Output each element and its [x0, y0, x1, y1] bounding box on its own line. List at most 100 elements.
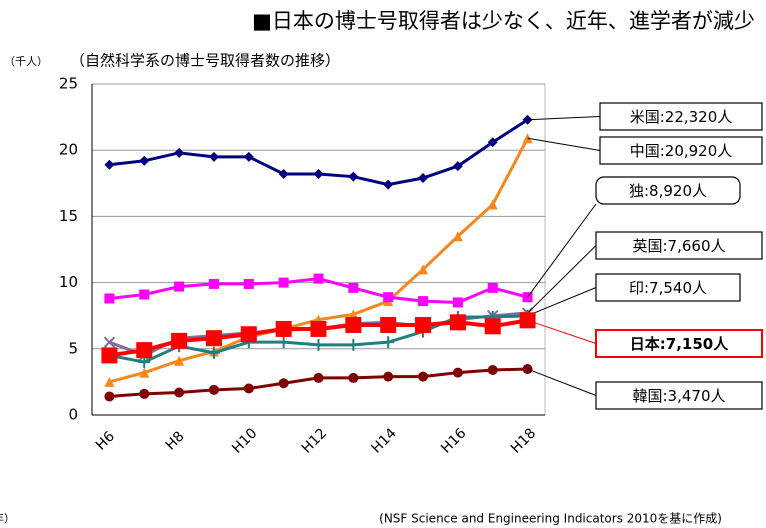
marker — [208, 151, 219, 162]
legend-label: 韓国:3,470人 — [633, 387, 726, 405]
callout-box — [595, 273, 741, 302]
marker — [449, 314, 466, 331]
x-tick-label: H16 — [438, 425, 469, 456]
callout-line — [527, 319, 597, 344]
marker — [418, 371, 429, 382]
marker — [243, 383, 254, 394]
marker — [208, 384, 219, 395]
marker — [277, 336, 290, 349]
marker — [103, 336, 116, 348]
marker — [104, 391, 115, 402]
marker — [275, 320, 292, 337]
legend-label: 中国:20,920人 — [630, 142, 733, 160]
x-tick-label: H8 — [163, 428, 188, 453]
callout-line — [527, 287, 597, 317]
marker — [278, 378, 289, 389]
x-tick-label: H6 — [93, 428, 118, 453]
callout-line — [527, 368, 597, 396]
x-tick-label: H10 — [229, 425, 260, 456]
legend-label: 独:8,920人 — [629, 182, 707, 200]
marker — [208, 278, 219, 289]
legend-label: 米国:22,320人 — [630, 108, 733, 126]
marker — [487, 137, 498, 148]
marker — [101, 347, 118, 364]
source: (NSF Science and Engineering Indicators … — [379, 512, 722, 526]
marker — [278, 169, 289, 180]
marker — [348, 171, 359, 182]
callout-line — [527, 203, 597, 298]
marker — [382, 336, 395, 349]
marker — [345, 316, 362, 333]
x-tick-label: H14 — [369, 425, 400, 456]
marker — [487, 199, 498, 210]
callout-box — [595, 329, 763, 358]
chart-title: ■日本の博士号取得者は少なく、近年、進学者が減少 — [252, 9, 755, 33]
marker — [452, 297, 463, 308]
marker — [139, 367, 150, 378]
marker — [136, 342, 153, 359]
marker — [174, 355, 185, 366]
marker — [348, 282, 359, 293]
marker — [418, 264, 429, 275]
marker — [418, 296, 429, 307]
marker — [205, 330, 222, 347]
y-axis-label: （千人） — [4, 55, 48, 68]
x-tick-label: H18 — [508, 425, 539, 456]
marker — [139, 155, 150, 166]
marker — [313, 372, 324, 383]
y-tick-label: 15 — [59, 207, 78, 225]
y-tick-label: 0 — [68, 406, 78, 424]
marker — [452, 367, 463, 378]
marker — [243, 278, 254, 289]
marker — [383, 179, 394, 190]
callout-line — [527, 245, 597, 314]
marker — [347, 338, 360, 351]
marker — [174, 147, 185, 158]
callout-box — [599, 102, 763, 131]
marker — [415, 316, 432, 333]
legend-label: 英国:7,660人 — [633, 237, 726, 255]
y-tick-label: 20 — [59, 141, 78, 159]
marker — [243, 151, 254, 162]
marker — [104, 293, 115, 304]
legend-label: 日本:7,150人 — [630, 335, 729, 353]
marker — [487, 282, 498, 293]
callout-box — [599, 136, 763, 165]
marker — [207, 346, 220, 359]
marker — [487, 364, 498, 375]
marker — [310, 320, 327, 337]
marker — [278, 277, 289, 288]
marker — [452, 161, 463, 172]
marker — [171, 332, 188, 349]
marker — [383, 371, 394, 382]
marker — [348, 309, 359, 320]
x-tick-label: H12 — [299, 425, 330, 456]
marker — [174, 387, 185, 398]
marker — [104, 159, 115, 170]
marker — [313, 273, 324, 284]
marker — [348, 372, 359, 383]
marker — [104, 376, 115, 387]
plot-area — [91, 83, 546, 416]
callout-box — [595, 381, 763, 410]
marker — [139, 289, 150, 300]
marker — [174, 281, 185, 292]
callout-box — [595, 176, 741, 205]
y-tick-label: 25 — [59, 75, 78, 93]
y-tick-label: 10 — [59, 273, 78, 291]
marker — [313, 169, 324, 180]
legend-label: 印:7,540人 — [629, 279, 707, 297]
x-axis-label: （年） — [0, 511, 15, 525]
marker — [380, 316, 397, 333]
marker — [139, 388, 150, 399]
marker — [418, 173, 429, 184]
y-tick-label: 5 — [68, 339, 78, 357]
callout-line — [527, 116, 601, 121]
marker — [452, 231, 463, 242]
marker — [484, 318, 501, 335]
marker — [312, 338, 325, 351]
marker — [383, 292, 394, 303]
chart-subtitle: （自然科学系の博士号取得者数の推移） — [70, 52, 340, 70]
callout-line — [527, 137, 601, 151]
